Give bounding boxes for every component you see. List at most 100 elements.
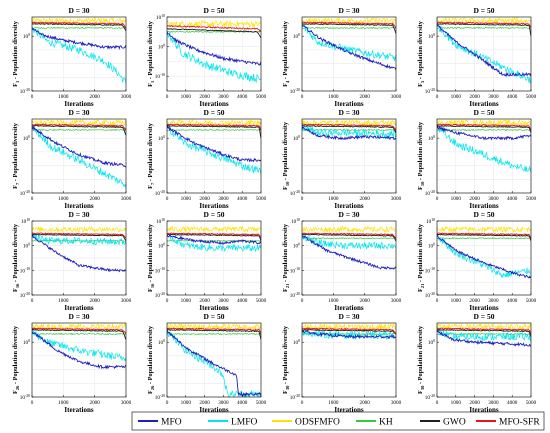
y-tick-label: 100 bbox=[428, 339, 435, 346]
series-line-gwo bbox=[32, 23, 126, 31]
series-line-kh bbox=[167, 332, 261, 336]
y-axis-label: F21 - Population diversity bbox=[282, 223, 290, 292]
x-tick-label: 5000 bbox=[526, 400, 537, 406]
x-axis-label: Iterations bbox=[64, 406, 93, 414]
x-axis-label: Iterations bbox=[334, 202, 363, 210]
x-tick-label: 5000 bbox=[256, 94, 267, 100]
legend-label-odsfmfo: ODSFMFO bbox=[295, 418, 340, 428]
x-tick-label: 0 bbox=[166, 196, 169, 202]
x-tick-label: 4000 bbox=[237, 94, 248, 100]
axes-frame bbox=[301, 16, 397, 92]
series-line-gwo bbox=[167, 329, 261, 340]
y-tick-label: 10-20 bbox=[290, 190, 300, 197]
x-tick-label: 0 bbox=[301, 400, 304, 406]
subplot-6: D = 50 0 1000 2000 3000 4000 5000 Iterations 100… bbox=[147, 108, 267, 210]
legend-label-gwo: GWO bbox=[443, 418, 466, 428]
x-tick-label: 3000 bbox=[488, 94, 499, 100]
x-tick-label: 1000 bbox=[58, 400, 69, 406]
series-line-odsfmfo bbox=[32, 225, 126, 233]
legend-label-mfo: MFO bbox=[161, 418, 182, 428]
y-tick-label: 100 bbox=[293, 339, 300, 346]
series-line-mfo bbox=[302, 126, 396, 141]
series-line-mfo bbox=[167, 125, 261, 163]
series-line-mfo bbox=[302, 330, 396, 340]
series-line-mfo bbox=[437, 124, 531, 141]
series-line-mfo-sfr bbox=[437, 232, 531, 239]
grid bbox=[166, 220, 262, 296]
series-group bbox=[437, 225, 531, 279]
x-tick-label: 2000 bbox=[199, 400, 210, 406]
y-tick-label: 10-20 bbox=[20, 394, 30, 401]
x-axis-label: Iterations bbox=[334, 406, 363, 414]
x-tick-label: 0 bbox=[31, 298, 34, 304]
series-group bbox=[302, 323, 396, 340]
x-tick-label: 3000 bbox=[218, 94, 229, 100]
x-axis-label: Iterations bbox=[64, 100, 93, 108]
x-tick-label: 3000 bbox=[391, 400, 402, 406]
x-tick-label: 4000 bbox=[237, 400, 248, 406]
x-tick-label: 3000 bbox=[488, 400, 499, 406]
series-line-lmfo bbox=[32, 232, 126, 246]
series-line-lmfo bbox=[302, 234, 396, 250]
series-line-mfo-sfr bbox=[32, 21, 126, 29]
series-line-kh bbox=[167, 128, 261, 132]
subplot-title: D = 50 bbox=[204, 108, 225, 117]
subplot-title: D = 30 bbox=[69, 210, 90, 219]
y-tick-label: 100 bbox=[293, 242, 300, 249]
x-tick-label: 3000 bbox=[488, 298, 499, 304]
x-tick-label: 3000 bbox=[391, 298, 402, 304]
x-tick-label: 0 bbox=[301, 94, 304, 100]
axes-frame bbox=[31, 118, 127, 194]
series-group bbox=[32, 119, 126, 189]
series-line-gwo bbox=[32, 233, 126, 241]
subplot-1: D = 30 0 1000 2000 3000 Iterations 100 10-20F1 … bbox=[12, 6, 132, 108]
x-tick-label: 3000 bbox=[218, 196, 229, 202]
x-tick-label: 5000 bbox=[526, 298, 537, 304]
x-tick-label: 0 bbox=[31, 196, 34, 202]
series-line-kh bbox=[167, 30, 261, 34]
subplot-16: D = 50 0 1000 2000 3000 4000 5000 Iterations 100… bbox=[417, 312, 537, 414]
series-line-kh bbox=[302, 26, 396, 30]
x-tick-label: 1000 bbox=[328, 400, 339, 406]
y-tick-label: 100 bbox=[23, 242, 30, 249]
x-tick-label: 5000 bbox=[526, 196, 537, 202]
x-tick-label: 0 bbox=[436, 298, 439, 304]
x-tick-label: 5000 bbox=[256, 298, 267, 304]
series-line-lmfo bbox=[167, 232, 261, 253]
y-axis-label: F16 - Population diversity bbox=[147, 223, 155, 292]
x-tick-label: 3000 bbox=[391, 94, 402, 100]
y-tick-label: 100 bbox=[293, 135, 300, 142]
y-tick-label: 10-10 bbox=[155, 267, 165, 274]
series-line-mfo-sfr bbox=[437, 123, 531, 131]
axes-frame bbox=[301, 322, 397, 398]
y-tick-label: 100 bbox=[428, 242, 435, 249]
axes-frame bbox=[31, 322, 127, 398]
series-line-lmfo bbox=[437, 22, 531, 84]
y-tick-label: 10-20 bbox=[155, 190, 165, 197]
y-axis-label: F30 - Population diversity bbox=[282, 325, 290, 394]
series-line-mfo-sfr bbox=[302, 21, 396, 29]
series-line-lmfo bbox=[302, 124, 396, 138]
axes-frame bbox=[436, 220, 532, 296]
y-tick-label: 100 bbox=[293, 33, 300, 40]
series-line-odsfmfo bbox=[437, 119, 531, 127]
series-line-odsfmfo bbox=[437, 17, 531, 25]
series-group bbox=[302, 119, 396, 141]
legend-label-kh: KH bbox=[379, 418, 393, 428]
subplot-title: D = 30 bbox=[339, 6, 360, 15]
subplot-title: D = 50 bbox=[474, 312, 495, 321]
series-line-lmfo bbox=[32, 328, 126, 362]
x-tick-label: 3000 bbox=[121, 94, 132, 100]
series-group bbox=[437, 119, 531, 173]
x-tick-label: 1000 bbox=[58, 196, 69, 202]
series-line-gwo bbox=[302, 328, 396, 335]
series-group bbox=[32, 225, 126, 273]
subplot-12: D = 50 0 1000 2000 3000 4000 5000 Iterations 101… bbox=[417, 210, 537, 312]
series-line-odsfmfo bbox=[167, 323, 261, 331]
series-line-lmfo bbox=[437, 125, 531, 173]
y-tick-label: 10-20 bbox=[20, 190, 30, 197]
x-axis-label: Iterations bbox=[469, 100, 498, 108]
x-tick-label: 0 bbox=[436, 196, 439, 202]
series-line-gwo bbox=[437, 23, 531, 37]
y-tick-label: 1010 bbox=[156, 14, 165, 21]
